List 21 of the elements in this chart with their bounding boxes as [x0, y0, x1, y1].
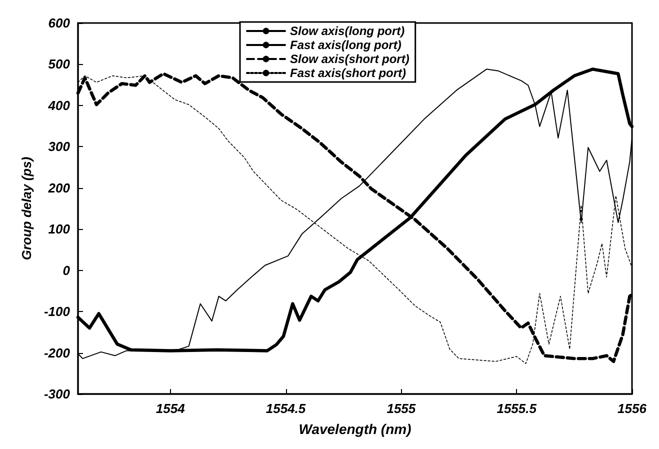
x-axis-title: Wavelength (nm)	[298, 421, 412, 437]
y-tick-label: -100	[44, 304, 71, 320]
x-tick-label: 1555.5	[496, 401, 538, 416]
y-tick-label: 0	[62, 262, 71, 278]
legend-label: Slow axis(short port)	[290, 52, 410, 66]
y-tick-label: 400	[47, 98, 71, 113]
x-tick-label: 1554.5	[266, 401, 306, 416]
x-tick-label: 1554	[156, 401, 186, 416]
y-tick-label: 600	[48, 16, 71, 30]
y-tick-label: 200	[47, 180, 71, 196]
x-tick-label: 1555	[386, 401, 416, 416]
y-axis-title: Group delay (ps)	[19, 156, 34, 260]
legend-label: Fast axis(short port)	[290, 66, 406, 80]
y-tick-label: 300	[48, 139, 71, 154]
y-tick-label: 100	[48, 222, 71, 237]
y-tick-label: 500	[48, 56, 71, 72]
y-tick-label: -300	[44, 386, 71, 402]
legend-label: Fast axis(long port)	[290, 38, 402, 52]
x-tick-label: 1556	[618, 401, 648, 416]
legend-label: Slow axis(long port)	[290, 24, 405, 38]
y-tick-label: -200	[44, 345, 71, 360]
